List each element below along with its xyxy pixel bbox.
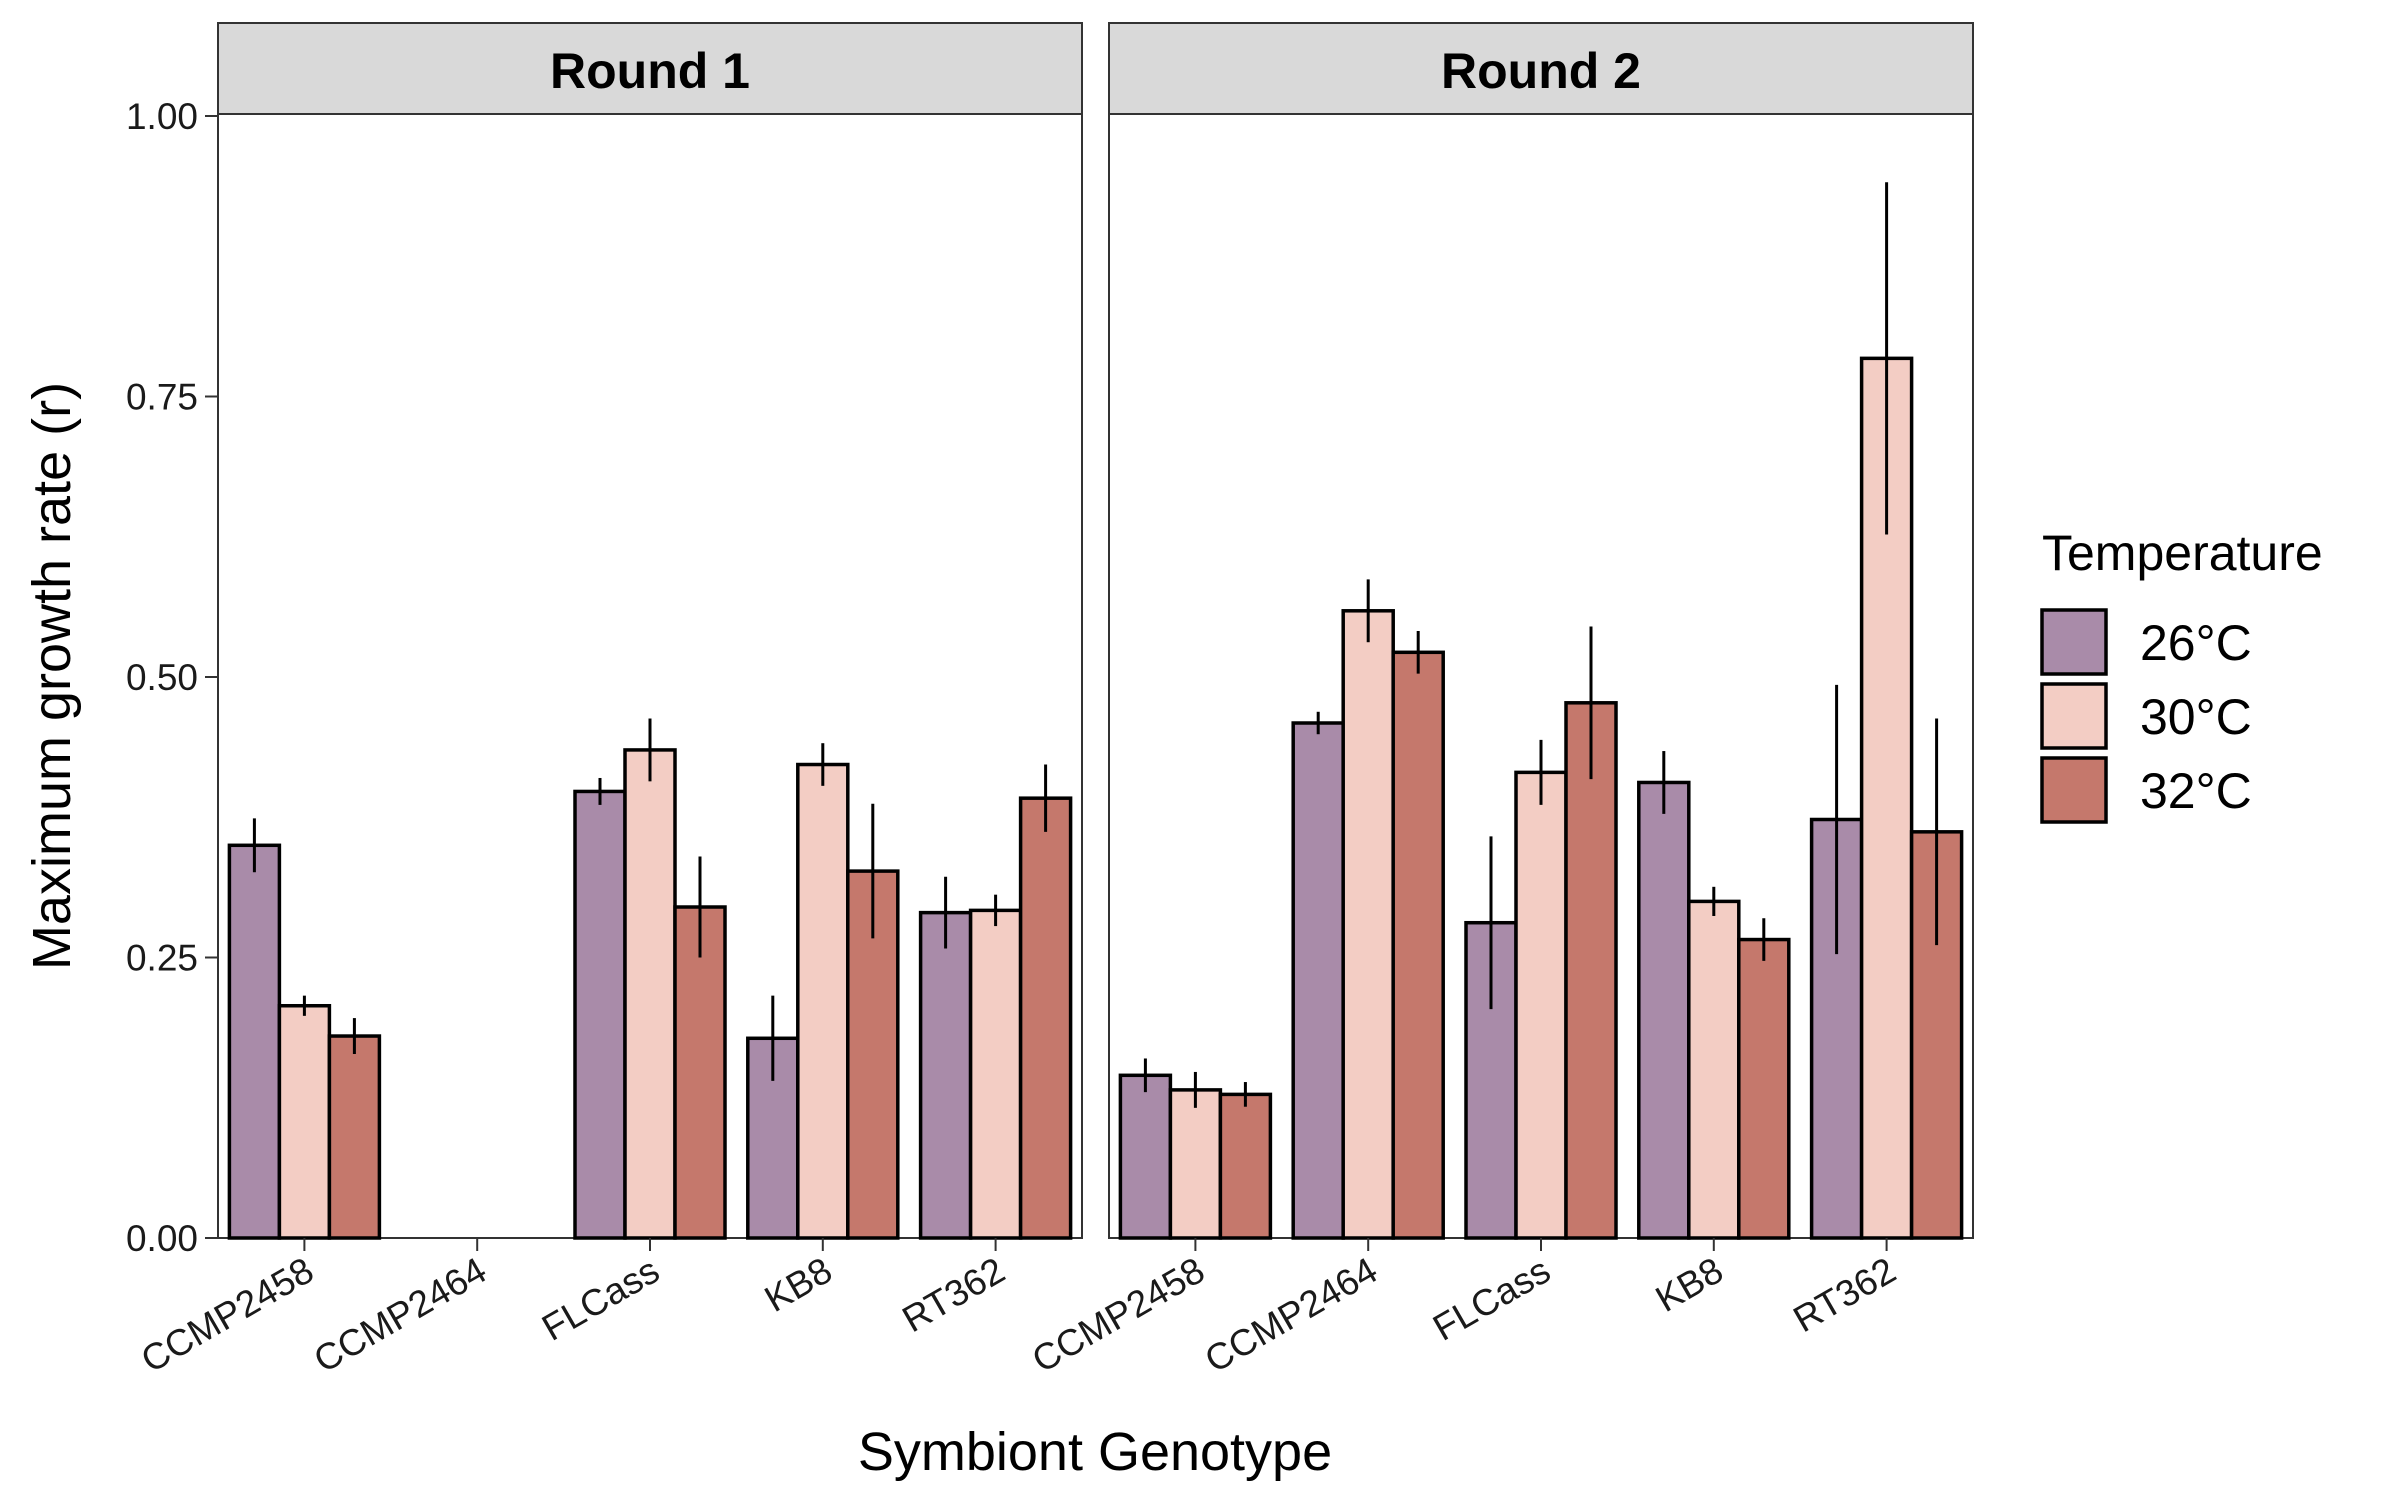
bar [1291, 721, 1345, 1240]
x-axis-title: Symbiont Genotype [858, 1422, 1332, 1482]
bar [227, 843, 282, 1240]
x-tick-label: RT362 [1786, 1249, 1902, 1340]
y-axis-title: Maximum growth rate (r) [22, 382, 82, 970]
bar [1168, 1088, 1223, 1240]
facet-strip-label: Round 2 [1441, 43, 1641, 99]
bar [1341, 609, 1395, 1240]
y-tick-label: 0.75 [126, 377, 198, 418]
bar [1118, 1073, 1173, 1240]
legend-title: Temperature [2042, 525, 2323, 581]
y-tick-label: 0.25 [126, 938, 198, 979]
bar [1687, 899, 1741, 1240]
x-tick-label: CCMP2458 [1025, 1249, 1211, 1380]
x-tick-label: KB8 [758, 1249, 839, 1319]
bar [1564, 701, 1618, 1240]
legend-swatch [2040, 608, 2108, 676]
y-tick-label: 0.00 [126, 1218, 198, 1259]
bar [1514, 770, 1568, 1240]
bar [1737, 937, 1791, 1240]
bar [796, 762, 850, 1240]
bar [1018, 796, 1073, 1240]
facet-strip-label: Round 1 [550, 43, 750, 99]
bar [277, 1003, 332, 1240]
bar [623, 748, 677, 1240]
facet-strip [1108, 22, 1974, 115]
bar [1218, 1092, 1273, 1240]
facet-strip [217, 22, 1083, 115]
legend-label: 26°C [2140, 615, 2252, 671]
x-tick-label: CCMP2464 [307, 1249, 493, 1380]
bar [1637, 780, 1691, 1240]
legend-swatch [2040, 682, 2108, 750]
legend-label: 32°C [2140, 763, 2252, 819]
legend-label: 30°C [2140, 689, 2252, 745]
x-tick-label: CCMP2464 [1198, 1249, 1384, 1380]
x-tick-label: FLCass [1426, 1249, 1557, 1348]
legend-swatch [2040, 756, 2108, 824]
bar [327, 1034, 382, 1240]
y-tick-label: 0.50 [126, 657, 198, 698]
x-tick-label: CCMP2458 [134, 1249, 320, 1380]
y-tick-label: 1.00 [126, 96, 198, 137]
bar [573, 789, 627, 1240]
bar [918, 910, 973, 1240]
x-tick-label: RT362 [895, 1249, 1011, 1340]
x-tick-label: KB8 [1649, 1249, 1730, 1319]
x-tick-label: FLCass [535, 1249, 666, 1348]
bar [968, 908, 1023, 1240]
bar [1391, 650, 1445, 1240]
